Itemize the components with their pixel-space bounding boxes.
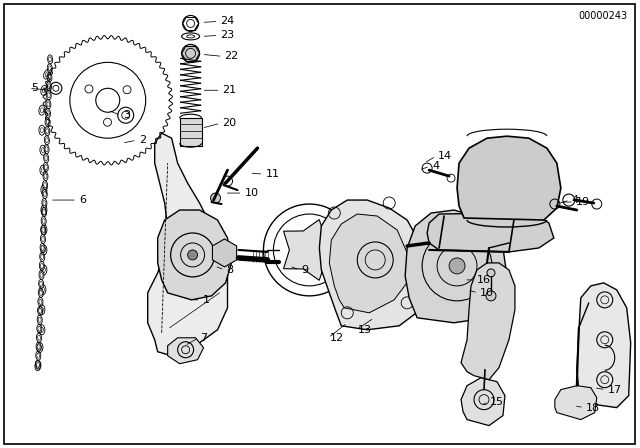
Ellipse shape — [44, 192, 46, 197]
Ellipse shape — [45, 72, 49, 77]
Polygon shape — [168, 338, 204, 364]
Text: 11: 11 — [266, 169, 280, 179]
Text: 15: 15 — [490, 396, 504, 407]
Ellipse shape — [40, 281, 43, 286]
Text: 13: 13 — [358, 325, 372, 335]
Ellipse shape — [40, 272, 43, 277]
Circle shape — [188, 250, 198, 260]
Text: 16: 16 — [477, 275, 491, 285]
Text: 18: 18 — [586, 403, 600, 413]
Ellipse shape — [38, 345, 42, 350]
Ellipse shape — [46, 120, 49, 125]
Text: 24: 24 — [221, 17, 235, 26]
Text: 4: 4 — [432, 161, 439, 171]
Polygon shape — [461, 378, 505, 426]
Ellipse shape — [39, 299, 42, 304]
Ellipse shape — [43, 201, 46, 206]
Ellipse shape — [47, 84, 51, 89]
Ellipse shape — [42, 188, 45, 193]
Ellipse shape — [42, 168, 44, 172]
Polygon shape — [555, 386, 596, 420]
Ellipse shape — [45, 129, 49, 134]
Ellipse shape — [38, 335, 40, 340]
Polygon shape — [405, 210, 507, 323]
Text: 22: 22 — [225, 52, 239, 61]
Ellipse shape — [38, 308, 42, 313]
Polygon shape — [319, 200, 431, 330]
Ellipse shape — [47, 93, 50, 98]
Ellipse shape — [47, 111, 49, 116]
Ellipse shape — [42, 237, 44, 241]
Ellipse shape — [36, 363, 40, 368]
Polygon shape — [284, 220, 341, 280]
Polygon shape — [148, 133, 228, 356]
Ellipse shape — [42, 247, 45, 252]
Text: 14: 14 — [438, 151, 452, 161]
Text: 19: 19 — [576, 197, 590, 207]
Ellipse shape — [41, 254, 44, 259]
Ellipse shape — [42, 228, 45, 233]
Text: 3: 3 — [123, 110, 130, 120]
Polygon shape — [457, 136, 561, 220]
Ellipse shape — [44, 174, 47, 179]
Text: 12: 12 — [330, 333, 344, 343]
Text: 10: 10 — [244, 188, 259, 198]
Ellipse shape — [45, 155, 48, 161]
Text: 1: 1 — [203, 295, 209, 305]
Polygon shape — [577, 283, 630, 408]
Ellipse shape — [47, 102, 50, 107]
Text: 17: 17 — [608, 385, 622, 395]
Text: 23: 23 — [221, 30, 235, 40]
Text: 9: 9 — [301, 265, 308, 275]
Text: 20: 20 — [223, 118, 237, 128]
Polygon shape — [212, 239, 237, 267]
Ellipse shape — [42, 210, 45, 215]
Ellipse shape — [44, 164, 47, 170]
Ellipse shape — [42, 219, 45, 224]
Ellipse shape — [38, 326, 41, 331]
Circle shape — [486, 291, 496, 301]
Text: 21: 21 — [223, 85, 237, 95]
Polygon shape — [157, 210, 232, 300]
Circle shape — [449, 258, 465, 274]
Circle shape — [487, 269, 495, 277]
Ellipse shape — [42, 148, 44, 153]
Ellipse shape — [49, 57, 52, 62]
Text: 2: 2 — [139, 135, 146, 145]
Ellipse shape — [44, 183, 47, 188]
Text: 10: 10 — [480, 288, 494, 298]
Polygon shape — [330, 214, 409, 313]
Text: 6: 6 — [79, 195, 86, 205]
Ellipse shape — [48, 75, 51, 80]
Ellipse shape — [42, 287, 44, 293]
Text: 5: 5 — [31, 83, 38, 93]
Ellipse shape — [42, 88, 45, 93]
Ellipse shape — [36, 353, 40, 358]
Ellipse shape — [40, 263, 44, 268]
Ellipse shape — [42, 228, 45, 233]
Text: 8: 8 — [227, 265, 234, 275]
Text: 00000243: 00000243 — [579, 12, 628, 22]
Polygon shape — [427, 213, 554, 252]
Polygon shape — [461, 263, 515, 379]
Ellipse shape — [42, 207, 45, 212]
Ellipse shape — [41, 246, 44, 250]
Ellipse shape — [40, 108, 44, 113]
Ellipse shape — [45, 138, 49, 142]
Text: 4: 4 — [572, 195, 579, 205]
Ellipse shape — [39, 290, 42, 295]
Ellipse shape — [40, 307, 44, 312]
Ellipse shape — [42, 267, 45, 272]
Circle shape — [182, 44, 200, 62]
Ellipse shape — [36, 362, 40, 367]
Circle shape — [211, 193, 221, 203]
Ellipse shape — [38, 317, 41, 322]
Ellipse shape — [37, 344, 40, 349]
Text: 7: 7 — [200, 333, 208, 343]
Ellipse shape — [40, 128, 44, 133]
Bar — [180, 118, 202, 146]
Ellipse shape — [48, 66, 51, 71]
Ellipse shape — [45, 146, 48, 151]
Ellipse shape — [40, 327, 44, 332]
